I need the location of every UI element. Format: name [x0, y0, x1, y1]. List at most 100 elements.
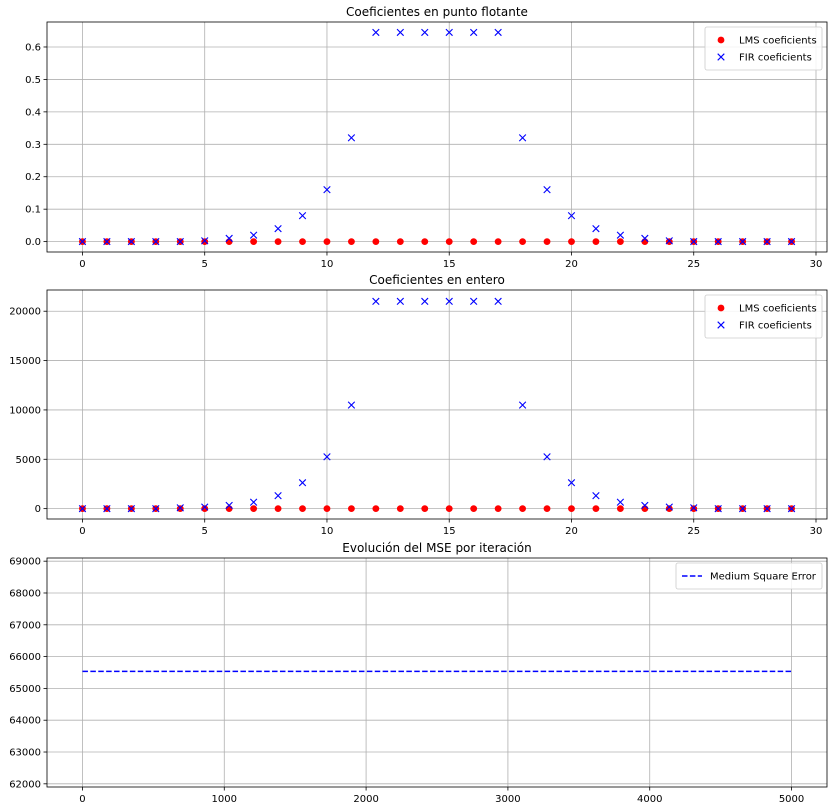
legend-label: FIR coeficients: [739, 53, 812, 64]
lms-point: [665, 505, 673, 513]
fir-point: [738, 504, 747, 513]
fir-point: [690, 504, 698, 512]
series-2: [78, 297, 796, 513]
axes-frame: [46, 557, 828, 788]
fir-point: [690, 237, 698, 246]
lms-point: [470, 238, 478, 246]
fir-point: [225, 234, 233, 243]
fir-point: [714, 504, 722, 513]
fir-point: [445, 297, 453, 306]
lms-point: [225, 238, 233, 246]
fir-point: [665, 503, 673, 511]
fir-point: [469, 297, 478, 306]
x-tick-label: 20: [565, 526, 578, 537]
chart-2: Coeficientes en entero 0 5 10 15 20 25 30 0 5000 1…: [9, 273, 828, 537]
lms-point: [201, 505, 209, 513]
legend-circle-swatch: [717, 304, 725, 312]
lms-point: [470, 505, 478, 513]
fir-point: [543, 186, 551, 194]
lms-point: [299, 238, 306, 246]
fir-point: [421, 297, 429, 306]
lms-point: [323, 505, 331, 513]
legend: Medium Square Error: [675, 562, 823, 590]
fir-point: [78, 504, 87, 513]
lms-point: [421, 238, 429, 246]
y-tick-label: 0.3: [25, 140, 41, 151]
chart-title: Coeficientes en punto flotante: [346, 5, 528, 19]
fir-point: [323, 453, 331, 461]
fir-point: [78, 237, 87, 246]
legend-x-swatch: [717, 53, 725, 61]
fir-point: [298, 211, 307, 220]
lms-point: [176, 505, 184, 513]
lms-point: [519, 238, 526, 246]
fir-point: [372, 297, 380, 306]
lms-point: [201, 238, 209, 246]
fir-point: [714, 237, 722, 246]
y-tick-label: 15000: [9, 356, 41, 367]
fir-point: [787, 237, 796, 246]
fir-point: [763, 504, 771, 513]
lms-point: [274, 505, 282, 513]
fir-point: [298, 479, 307, 487]
fir-point: [616, 231, 625, 239]
fir-point: [176, 504, 184, 512]
fir-point: [152, 237, 160, 246]
x-tick-label: 0: [79, 259, 85, 270]
plot-area: [78, 28, 796, 246]
x-tick-label: 4000: [637, 794, 662, 805]
lms-point: [568, 238, 575, 246]
lms-point: [445, 238, 453, 246]
fir-point: [518, 401, 527, 409]
fir-point: [592, 224, 600, 233]
fir-point: [249, 231, 258, 239]
y-tick-label: 67000: [9, 620, 41, 631]
lms-point: [274, 238, 282, 246]
lms-point: [568, 505, 575, 513]
x-tick-label: 3000: [495, 794, 520, 805]
fir-point: [738, 237, 747, 246]
plot-area: [78, 297, 796, 513]
fir-point: [616, 498, 625, 506]
fir-point: [176, 237, 184, 246]
fir-point: [347, 401, 356, 409]
x-tick-label: 5: [202, 259, 208, 270]
fir-point: [201, 503, 209, 511]
fir-point: [274, 224, 282, 233]
x-tick-label: 10: [321, 526, 334, 537]
series-2: [78, 28, 796, 246]
lms-point: [592, 238, 600, 246]
legend-box: [675, 562, 823, 590]
x-tick-label: 10: [321, 259, 334, 270]
fir-point: [763, 237, 771, 246]
lms-point: [299, 505, 306, 513]
axis-ticks: 0 5 10 15 20 25 30 0.0 0.1 0.2 0.3 0.4 0.5 0.6: [25, 42, 822, 270]
lms-point: [494, 505, 502, 513]
chart-1: Coeficientes en punto flotante 0 5 10 15 20 25…: [25, 5, 828, 270]
fir-point: [201, 237, 209, 245]
fir-point: [641, 501, 649, 510]
fir-point: [665, 237, 673, 245]
y-tick-label: 0.4: [25, 107, 41, 118]
axis-ticks: 0 1000 2000 3000 4000 5000 62000 63000 64000 6500…: [9, 557, 804, 805]
lms-point: [372, 238, 380, 246]
legend-label: LMS coeficients: [739, 36, 817, 47]
legend: LMS coeficients FIR coeficients: [704, 26, 823, 71]
lms-point: [348, 238, 355, 246]
fir-point: [518, 134, 527, 142]
fir-point: [543, 453, 551, 461]
fir-point: [592, 491, 600, 500]
axes-frame: [46, 289, 828, 520]
fir-point: [372, 28, 380, 37]
fir-point: [494, 297, 502, 306]
lms-point: [421, 505, 429, 513]
y-tick-label: 10000: [9, 405, 41, 416]
grid: [47, 558, 827, 787]
lms-point: [250, 238, 258, 246]
fir-point: [469, 28, 478, 37]
legend-label: LMS coeficients: [739, 304, 817, 315]
x-tick-label: 30: [810, 259, 823, 270]
fir-point: [347, 134, 356, 142]
lms-point: [665, 238, 673, 246]
